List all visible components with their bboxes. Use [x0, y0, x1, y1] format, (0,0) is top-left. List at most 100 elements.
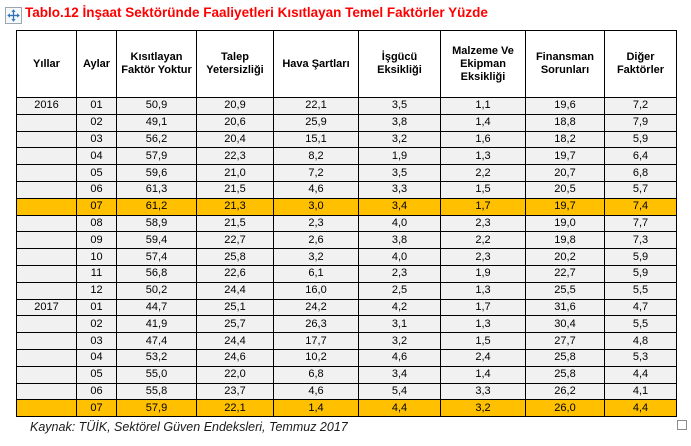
month-cell[interactable]: 06: [76, 180, 117, 199]
value-cell[interactable]: 1,9: [358, 147, 441, 166]
value-cell[interactable]: 6,8: [604, 164, 677, 182]
value-cell[interactable]: 3,2: [358, 332, 441, 350]
value-cell[interactable]: 61,2: [116, 197, 197, 216]
value-cell[interactable]: 25,9: [273, 113, 359, 132]
value-cell[interactable]: 25,8: [525, 348, 605, 367]
year-cell[interactable]: [16, 365, 77, 384]
value-cell[interactable]: 55,8: [116, 382, 197, 401]
value-cell[interactable]: 20,7: [525, 164, 605, 182]
value-cell[interactable]: 24,2: [273, 298, 359, 317]
column-header[interactable]: Finansman Sorunları: [525, 30, 605, 98]
value-cell[interactable]: 3,5: [358, 164, 441, 182]
value-cell[interactable]: 25,5: [525, 281, 605, 300]
year-cell[interactable]: [16, 248, 77, 266]
value-cell[interactable]: 3,2: [358, 130, 441, 149]
value-cell[interactable]: 44,7: [116, 298, 197, 317]
value-cell[interactable]: 5,9: [604, 264, 677, 283]
value-cell[interactable]: 61,3: [116, 180, 197, 199]
year-cell[interactable]: [16, 180, 77, 199]
value-cell[interactable]: 3,4: [358, 197, 441, 216]
value-cell[interactable]: 5,9: [604, 130, 677, 149]
month-cell[interactable]: 07: [76, 197, 117, 216]
value-cell[interactable]: 19,6: [525, 97, 605, 115]
year-cell[interactable]: [16, 332, 77, 350]
value-cell[interactable]: 26,3: [273, 315, 359, 334]
month-cell[interactable]: 12: [76, 281, 117, 300]
month-cell[interactable]: 10: [76, 248, 117, 266]
value-cell[interactable]: 50,2: [116, 281, 197, 300]
month-cell[interactable]: 03: [76, 332, 117, 350]
value-cell[interactable]: 31,6: [525, 298, 605, 317]
value-cell[interactable]: 7,2: [273, 164, 359, 182]
value-cell[interactable]: 1,6: [440, 130, 526, 149]
value-cell[interactable]: 1,3: [440, 281, 526, 300]
value-cell[interactable]: 3,2: [273, 248, 359, 266]
value-cell[interactable]: 5,9: [604, 248, 677, 266]
year-cell[interactable]: 2017: [16, 298, 77, 317]
value-cell[interactable]: 55,0: [116, 365, 197, 384]
table-move-handle-icon[interactable]: [5, 7, 22, 24]
year-cell[interactable]: [16, 281, 77, 300]
year-cell[interactable]: [16, 164, 77, 182]
value-cell[interactable]: 5,7: [604, 180, 677, 199]
value-cell[interactable]: 22,1: [196, 399, 274, 418]
value-cell[interactable]: 25,1: [196, 298, 274, 317]
value-cell[interactable]: 22,7: [196, 231, 274, 250]
value-cell[interactable]: 47,4: [116, 332, 197, 350]
value-cell[interactable]: 3,4: [358, 365, 441, 384]
year-cell[interactable]: [16, 264, 77, 283]
month-cell[interactable]: 04: [76, 348, 117, 367]
column-header[interactable]: Yıllar: [16, 30, 77, 98]
year-cell[interactable]: 2016: [16, 97, 77, 115]
value-cell[interactable]: 50,9: [116, 97, 197, 115]
value-cell[interactable]: 6,8: [273, 365, 359, 384]
value-cell[interactable]: 24,4: [196, 332, 274, 350]
year-cell[interactable]: [16, 399, 77, 418]
value-cell[interactable]: 6,4: [604, 147, 677, 166]
value-cell[interactable]: 53,2: [116, 348, 197, 367]
value-cell[interactable]: 4,1: [604, 382, 677, 401]
value-cell[interactable]: 25,8: [525, 365, 605, 384]
value-cell[interactable]: 7,2: [604, 97, 677, 115]
value-cell[interactable]: 2,5: [358, 281, 441, 300]
value-cell[interactable]: 1,3: [440, 147, 526, 166]
month-cell[interactable]: 04: [76, 147, 117, 166]
year-cell[interactable]: [16, 197, 77, 216]
value-cell[interactable]: 2,3: [358, 264, 441, 283]
value-cell[interactable]: 25,8: [196, 248, 274, 266]
month-cell[interactable]: 08: [76, 214, 117, 233]
value-cell[interactable]: 2,2: [440, 164, 526, 182]
month-cell[interactable]: 02: [76, 315, 117, 334]
value-cell[interactable]: 4,0: [358, 248, 441, 266]
value-cell[interactable]: 20,4: [196, 130, 274, 149]
value-cell[interactable]: 59,4: [116, 231, 197, 250]
value-cell[interactable]: 16,0: [273, 281, 359, 300]
year-cell[interactable]: [16, 113, 77, 132]
value-cell[interactable]: 17,7: [273, 332, 359, 350]
value-cell[interactable]: 1,5: [440, 180, 526, 199]
value-cell[interactable]: 27,7: [525, 332, 605, 350]
value-cell[interactable]: 4,8: [604, 332, 677, 350]
value-cell[interactable]: 4,4: [604, 399, 677, 418]
value-cell[interactable]: 57,9: [116, 399, 197, 418]
value-cell[interactable]: 3,5: [358, 97, 441, 115]
value-cell[interactable]: 5,3: [604, 348, 677, 367]
value-cell[interactable]: 1,4: [440, 365, 526, 384]
value-cell[interactable]: 5,4: [358, 382, 441, 401]
month-cell[interactable]: 05: [76, 365, 117, 384]
year-cell[interactable]: [16, 348, 77, 367]
value-cell[interactable]: 26,2: [525, 382, 605, 401]
value-cell[interactable]: 4,0: [358, 214, 441, 233]
value-cell[interactable]: 3,3: [440, 382, 526, 401]
value-cell[interactable]: 19,0: [525, 214, 605, 233]
value-cell[interactable]: 4,4: [358, 399, 441, 418]
column-header[interactable]: Aylar: [76, 30, 117, 98]
value-cell[interactable]: 1,7: [440, 298, 526, 317]
month-cell[interactable]: 06: [76, 382, 117, 401]
month-cell[interactable]: 05: [76, 164, 117, 182]
value-cell[interactable]: 3,8: [358, 231, 441, 250]
month-cell[interactable]: 09: [76, 231, 117, 250]
value-cell[interactable]: 4,6: [358, 348, 441, 367]
month-cell[interactable]: 01: [76, 298, 117, 317]
value-cell[interactable]: 3,8: [358, 113, 441, 132]
